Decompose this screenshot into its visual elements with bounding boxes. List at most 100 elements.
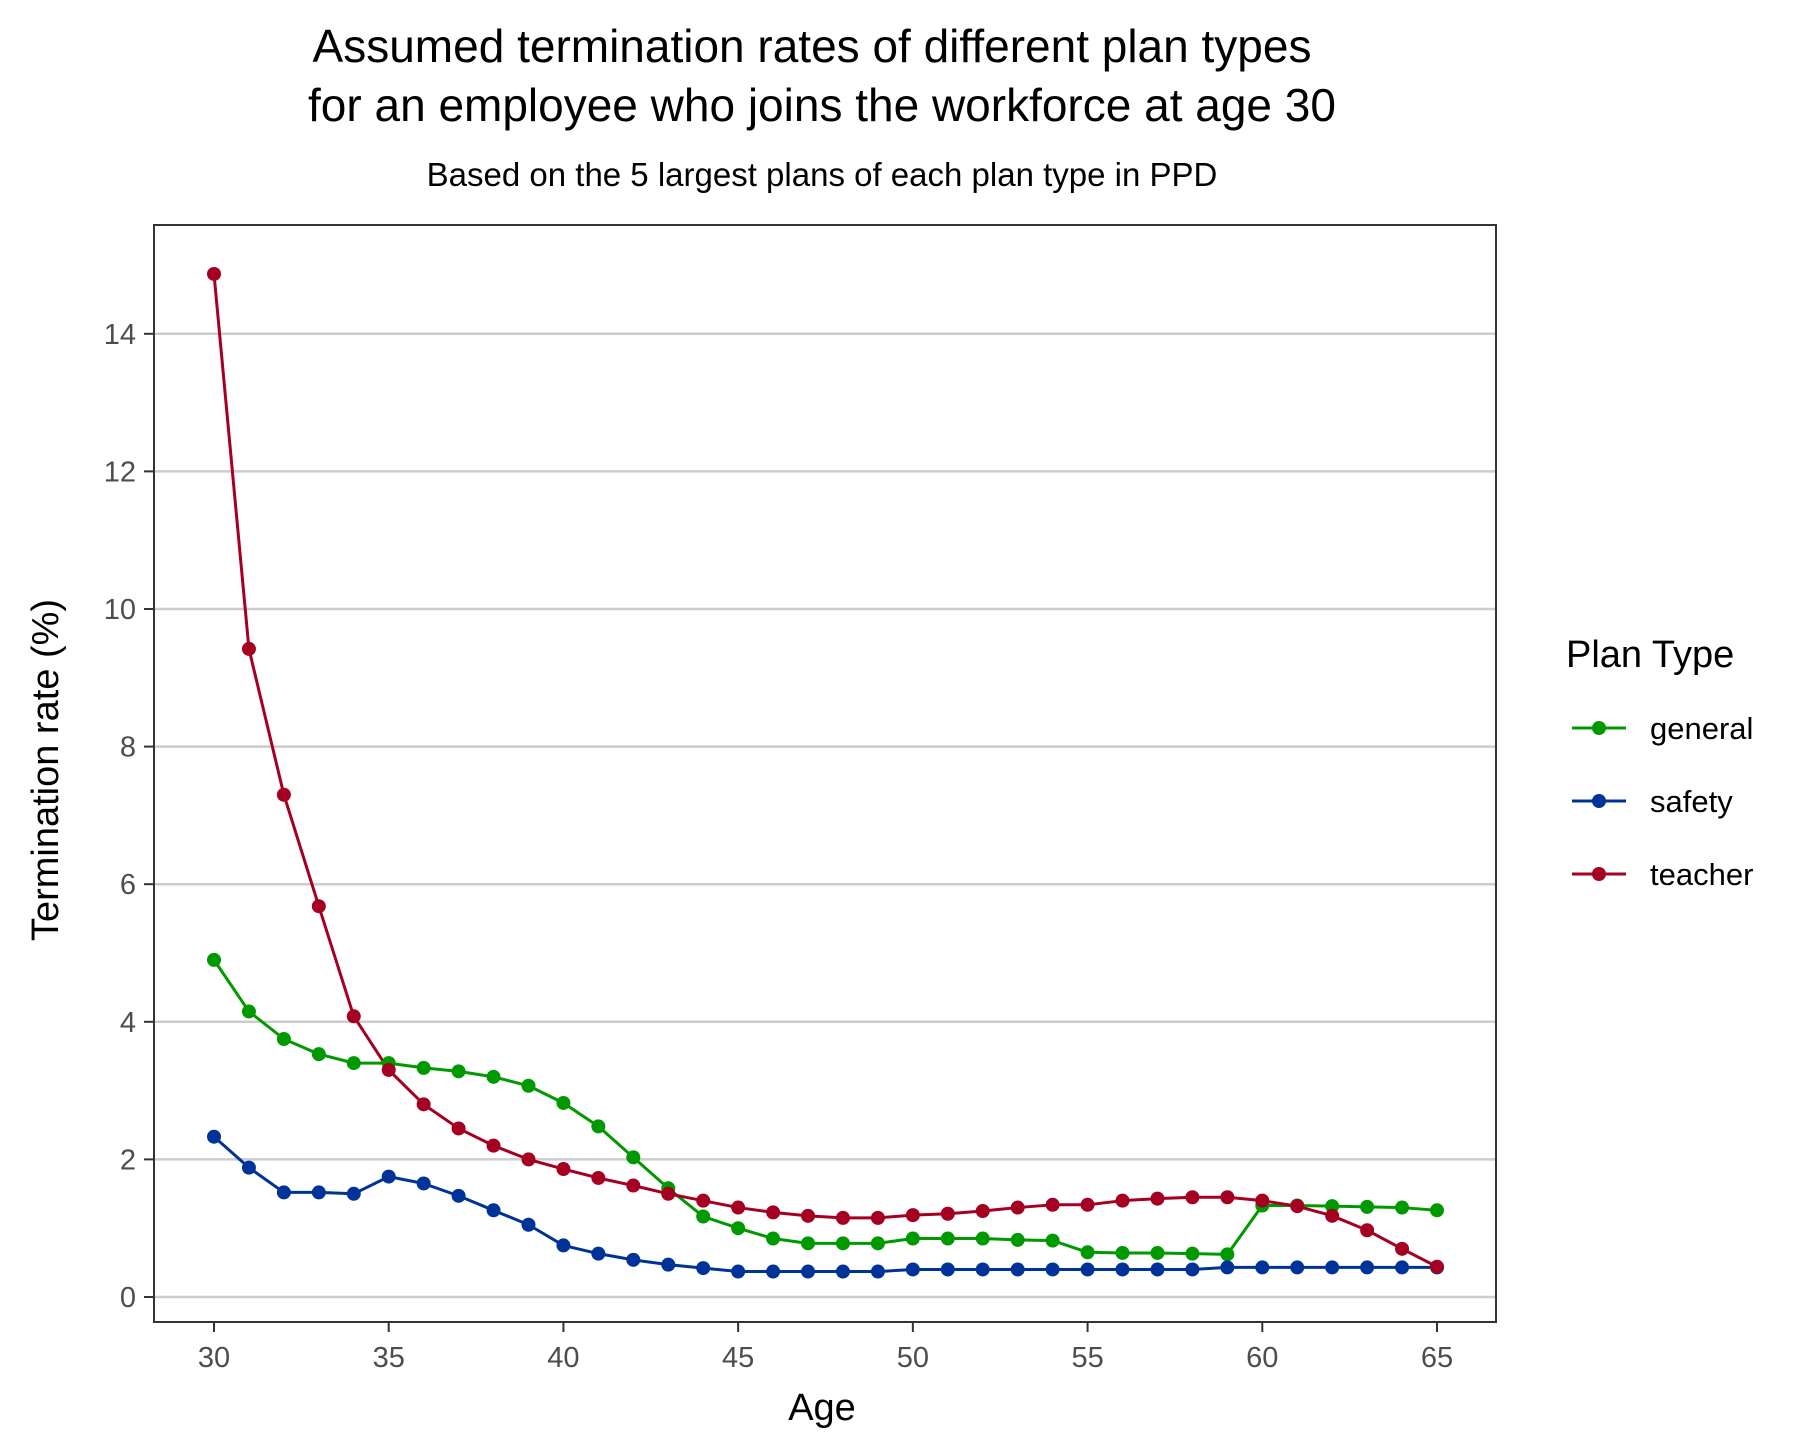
data-point-safety-47 — [801, 1264, 816, 1279]
data-point-safety-33 — [311, 1185, 326, 1200]
data-point-teacher-31 — [241, 641, 256, 656]
data-point-general-33 — [311, 1047, 326, 1062]
data-point-safety-62 — [1325, 1260, 1340, 1275]
data-point-general-37 — [451, 1064, 466, 1079]
data-point-general-38 — [486, 1069, 501, 1084]
data-point-teacher-45 — [731, 1200, 746, 1215]
data-point-general-51 — [940, 1231, 955, 1246]
data-point-general-36 — [416, 1060, 431, 1075]
y-axis-ticks: 0 2 4 6 8 10 12 14 — [104, 319, 154, 1314]
data-point-general-46 — [766, 1231, 781, 1246]
series-line-teacher — [212, 273, 1438, 1269]
data-point-general-56 — [1115, 1245, 1130, 1260]
legend-key-point-general — [1592, 721, 1606, 735]
data-point-general-41 — [591, 1119, 606, 1134]
x-tick-label: 60 — [1246, 1342, 1278, 1374]
legend-label-general: general — [1650, 711, 1753, 746]
data-point-teacher-44 — [696, 1193, 711, 1208]
data-point-general-45 — [731, 1221, 746, 1236]
data-point-teacher-42 — [626, 1178, 641, 1193]
data-point-safety-51 — [940, 1262, 955, 1277]
data-point-safety-42 — [626, 1252, 641, 1267]
data-point-general-42 — [626, 1150, 641, 1165]
data-point-safety-61 — [1290, 1260, 1305, 1275]
data-point-teacher-32 — [276, 787, 291, 802]
y-tick-label: 4 — [120, 1007, 136, 1039]
data-point-safety-64 — [1395, 1260, 1410, 1275]
legend-key-point-teacher — [1592, 867, 1606, 881]
data-point-teacher-36 — [416, 1097, 431, 1112]
legend-key-point-safety — [1592, 794, 1606, 808]
data-point-teacher-34 — [346, 1009, 361, 1024]
data-point-general-55 — [1080, 1245, 1095, 1260]
data-point-safety-35 — [381, 1169, 396, 1184]
data-point-safety-55 — [1080, 1262, 1095, 1277]
legend: Plan Type general safety teacher — [1566, 634, 1753, 892]
data-point-general-48 — [835, 1236, 850, 1251]
data-point-general-34 — [346, 1056, 361, 1071]
data-point-teacher-63 — [1360, 1223, 1375, 1238]
data-point-safety-56 — [1115, 1262, 1130, 1277]
data-point-general-31 — [241, 1004, 256, 1019]
gridlines — [154, 332, 1496, 1299]
data-point-safety-41 — [591, 1246, 606, 1261]
chart-subtitle: Based on the 5 largest plans of each pla… — [427, 156, 1218, 193]
data-point-safety-32 — [276, 1185, 291, 1200]
data-point-general-63 — [1360, 1199, 1375, 1214]
data-point-teacher-65 — [1430, 1259, 1444, 1274]
data-point-safety-53 — [1010, 1262, 1025, 1277]
data-point-safety-63 — [1360, 1260, 1375, 1275]
data-point-general-57 — [1150, 1245, 1165, 1260]
data-point-general-62 — [1325, 1199, 1340, 1214]
y-tick-label: 2 — [120, 1144, 136, 1176]
x-tick-label: 65 — [1421, 1342, 1453, 1374]
data-point-safety-30 — [207, 1129, 221, 1144]
y-tick-label: 12 — [104, 456, 136, 488]
data-point-safety-43 — [661, 1257, 676, 1272]
data-point-safety-36 — [416, 1176, 431, 1191]
data-point-teacher-41 — [591, 1170, 606, 1185]
data-point-safety-40 — [556, 1238, 571, 1253]
x-tick-label: 35 — [373, 1342, 405, 1374]
data-point-general-32 — [276, 1032, 291, 1046]
chart-title-line-2: for an employee who joins the workforce … — [308, 79, 1336, 131]
data-point-teacher-64 — [1395, 1241, 1410, 1256]
data-point-safety-57 — [1150, 1262, 1165, 1277]
data-point-safety-54 — [1045, 1262, 1060, 1277]
y-tick-label: 6 — [120, 869, 136, 901]
data-point-teacher-55 — [1080, 1197, 1095, 1212]
data-point-teacher-52 — [975, 1204, 990, 1218]
data-point-teacher-30 — [207, 266, 221, 281]
data-point-teacher-33 — [311, 899, 326, 914]
data-point-teacher-59 — [1220, 1190, 1235, 1205]
data-point-safety-38 — [486, 1203, 501, 1218]
series-lines — [212, 273, 1438, 1274]
data-point-teacher-54 — [1045, 1197, 1060, 1212]
data-point-general-65 — [1430, 1203, 1444, 1218]
data-point-safety-52 — [975, 1262, 990, 1277]
data-point-general-58 — [1185, 1246, 1200, 1261]
data-point-teacher-49 — [870, 1210, 885, 1225]
data-point-general-40 — [556, 1095, 571, 1110]
plot-panel-border — [153, 224, 1497, 1323]
data-point-teacher-43 — [661, 1186, 676, 1201]
data-point-safety-45 — [731, 1264, 746, 1279]
legend-label-teacher: teacher — [1650, 857, 1753, 892]
data-point-teacher-51 — [940, 1206, 955, 1221]
x-tick-label: 50 — [897, 1342, 929, 1374]
data-point-general-47 — [801, 1236, 816, 1251]
y-tick-label: 10 — [104, 594, 136, 626]
data-point-teacher-61 — [1290, 1199, 1305, 1214]
chart-title-line-1: Assumed termination rates of different p… — [313, 20, 1312, 72]
data-point-safety-46 — [766, 1264, 781, 1279]
data-point-safety-60 — [1255, 1260, 1270, 1275]
data-point-general-54 — [1045, 1233, 1060, 1248]
x-tick-label: 55 — [1071, 1342, 1103, 1374]
x-tick-label: 40 — [547, 1342, 579, 1374]
data-point-teacher-56 — [1115, 1193, 1130, 1208]
data-point-teacher-38 — [486, 1138, 501, 1153]
x-axis-title: Age — [788, 1387, 856, 1429]
data-point-safety-59 — [1220, 1260, 1235, 1275]
x-tick-label: 30 — [198, 1342, 230, 1374]
